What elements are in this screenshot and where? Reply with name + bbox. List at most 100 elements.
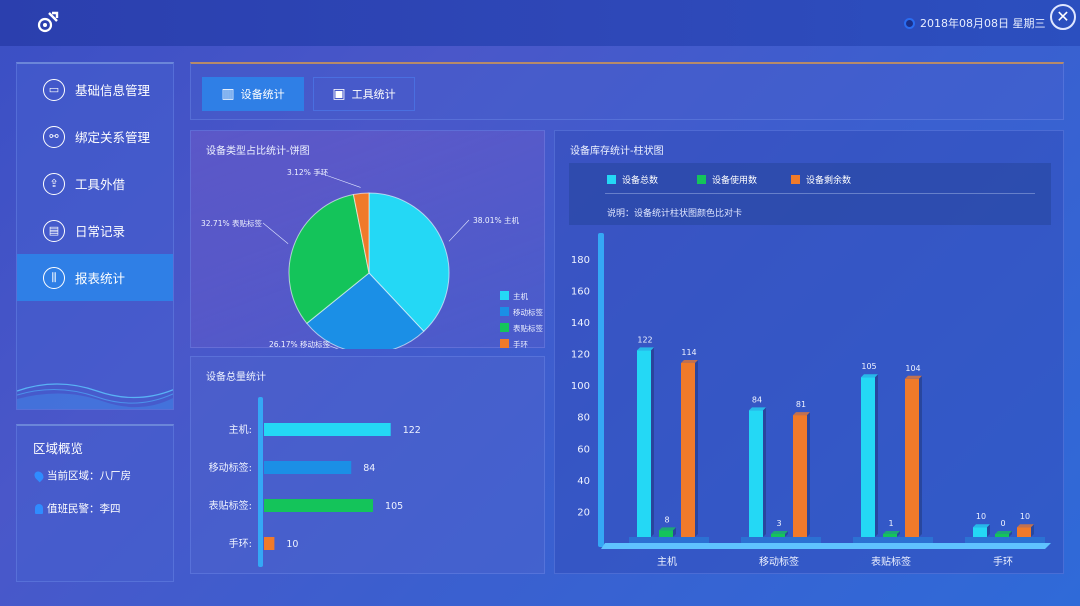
y-tick-label: 60 bbox=[577, 444, 590, 455]
bar-chart-icon: ▥ bbox=[221, 86, 235, 102]
tab-label: 设备统计 bbox=[240, 88, 285, 101]
inventory-bar-chart: 204060801001201401601801228114主机84381移动标… bbox=[571, 233, 1051, 568]
bar-data-label: 105 bbox=[861, 362, 876, 371]
sidebar-item-reports[interactable]: ⫼ 报表统计 bbox=[17, 254, 173, 301]
bar-side-face bbox=[897, 531, 900, 537]
inventory-bar[interactable] bbox=[771, 534, 785, 537]
legend-label: 设备使用数 bbox=[712, 176, 758, 186]
legend-used: 设备使用数 bbox=[697, 173, 757, 186]
sidebar: ▭ 基础信息管理 ⚯ 绑定关系管理 ⇪ 工具外借 ▤ 日常记录 ⫼ 报表统计 bbox=[16, 62, 174, 410]
inventory-legend: 设备总数 设备使用数 设备剩余数 说明：设备统计柱状图颜色比对卡 bbox=[569, 163, 1051, 225]
pie-legend-label: 手环 bbox=[513, 339, 528, 349]
inventory-bar[interactable] bbox=[637, 350, 651, 537]
bar-side-face bbox=[875, 374, 878, 537]
y-tick-label: 80 bbox=[577, 413, 590, 424]
bar-side-face bbox=[1031, 524, 1034, 537]
bar-data-label: 84 bbox=[752, 395, 762, 404]
pie-slice[interactable] bbox=[352, 192, 370, 274]
inventory-bar[interactable] bbox=[749, 410, 763, 537]
bar-side-face bbox=[695, 360, 698, 537]
y-tick-label: 140 bbox=[571, 318, 590, 329]
bar-top-face bbox=[1017, 524, 1034, 528]
y-tick-label: 100 bbox=[571, 381, 590, 392]
bar-top-face bbox=[883, 531, 900, 534]
pie-chart-title: 设备类型占比统计-饼图 bbox=[206, 146, 310, 157]
pie-legend-label: 主机 bbox=[513, 291, 528, 301]
location-pin-icon bbox=[32, 469, 46, 482]
wrench-gear-icon[interactable] bbox=[34, 10, 60, 36]
legend-remaining: 设备剩余数 bbox=[791, 173, 851, 186]
inventory-bar[interactable] bbox=[973, 527, 987, 537]
duty-officer: 值班民警：李四 bbox=[35, 501, 121, 516]
monitor-icon: ▭ bbox=[43, 78, 65, 101]
top-bar: 2018年08月08日 星期三 ✕ bbox=[0, 0, 1080, 46]
current-area-text: 当前区域：八厂房 bbox=[47, 470, 131, 482]
bar-category-label: 手环: bbox=[229, 537, 252, 550]
y-tick-label: 160 bbox=[571, 286, 590, 297]
inventory-bar[interactable] bbox=[905, 378, 919, 537]
bar-category-label: 移动标签: bbox=[209, 461, 252, 474]
bar-value-label: 122 bbox=[403, 425, 421, 436]
sidebar-item-label: 基础信息管理 bbox=[75, 83, 151, 98]
sidebar-item-binding[interactable]: ⚯ 绑定关系管理 bbox=[17, 113, 173, 160]
document-icon: ▤ bbox=[43, 219, 65, 242]
duty-officer-text: 值班民警：李四 bbox=[47, 503, 121, 515]
inventory-bar[interactable] bbox=[1017, 527, 1031, 537]
region-title: 区域概览 bbox=[33, 441, 84, 456]
y-axis-wall bbox=[598, 233, 604, 547]
close-icon: ✕ bbox=[1056, 7, 1070, 26]
legend-label: 设备总数 bbox=[622, 176, 659, 186]
total-bar[interactable] bbox=[264, 461, 352, 474]
bar-side-face bbox=[807, 412, 810, 537]
bar-top-face bbox=[995, 531, 1012, 534]
sidebar-item-daily-record[interactable]: ▤ 日常记录 bbox=[17, 207, 173, 254]
bar-top-face bbox=[681, 360, 698, 363]
inventory-bar[interactable] bbox=[659, 530, 673, 537]
pie-leader-line bbox=[262, 222, 289, 244]
inventory-bar[interactable] bbox=[995, 534, 1009, 537]
inventory-bar[interactable] bbox=[793, 415, 807, 537]
total-bar[interactable] bbox=[264, 423, 391, 436]
x-category-label: 主机 bbox=[657, 555, 677, 568]
bar-value-label: 84 bbox=[363, 463, 375, 474]
group-platform bbox=[853, 537, 933, 543]
pie-leader-line bbox=[448, 219, 470, 242]
pie-slice[interactable] bbox=[306, 272, 425, 349]
bar-data-label: 3 bbox=[776, 519, 781, 528]
legend-total: 设备总数 bbox=[607, 173, 658, 186]
inventory-bar[interactable] bbox=[861, 377, 875, 537]
region-overview: 区域概览 当前区域：八厂房 值班民警：李四 bbox=[16, 424, 174, 582]
total-bar[interactable] bbox=[264, 499, 374, 512]
inventory-bar[interactable] bbox=[681, 363, 695, 537]
pie-leader-line bbox=[324, 343, 339, 349]
totals-chart-title: 设备总量统计 bbox=[206, 372, 266, 383]
inventory-bar[interactable] bbox=[883, 534, 897, 537]
bar-top-face bbox=[749, 407, 766, 411]
pie-legend-label: 移动标签 bbox=[513, 307, 543, 317]
pie-slice-label: 3.12% 手环 bbox=[287, 167, 329, 177]
bar-data-label: 122 bbox=[637, 335, 652, 344]
handshake-icon: ⚯ bbox=[43, 125, 65, 148]
bar-top-face bbox=[905, 375, 922, 379]
pie-legend-label: 表贴标签 bbox=[513, 323, 543, 333]
pie-slice-label: 26.17% 移动标签 bbox=[269, 339, 330, 349]
bar-top-face bbox=[659, 527, 676, 531]
sidebar-item-basic-info[interactable]: ▭ 基础信息管理 bbox=[17, 66, 173, 113]
pie-slice[interactable] bbox=[288, 193, 370, 325]
legend-divider bbox=[605, 193, 1035, 194]
sidebar-item-label: 绑定关系管理 bbox=[75, 130, 151, 145]
tab-device-stats[interactable]: ▥ 设备统计 bbox=[202, 77, 304, 111]
bar-side-face bbox=[987, 524, 990, 537]
sidebar-item-tool-lending[interactable]: ⇪ 工具外借 bbox=[17, 160, 173, 207]
bar-data-label: 1 bbox=[888, 519, 893, 528]
bar-top-face bbox=[793, 412, 810, 416]
total-bar[interactable] bbox=[264, 537, 275, 550]
datetime-text: 2018年08月08日 星期三 bbox=[920, 17, 1046, 30]
pie-slice[interactable] bbox=[368, 192, 450, 333]
bar-data-label: 8 bbox=[664, 515, 669, 524]
tab-tool-stats[interactable]: ▣ 工具统计 bbox=[313, 77, 415, 111]
datetime-display: 2018年08月08日 星期三 bbox=[904, 15, 1046, 31]
report-icon: ⫼ bbox=[43, 266, 65, 289]
tab-bar: ▥ 设备统计 ▣ 工具统计 bbox=[190, 62, 1064, 120]
close-button[interactable]: ✕ bbox=[1050, 4, 1076, 30]
